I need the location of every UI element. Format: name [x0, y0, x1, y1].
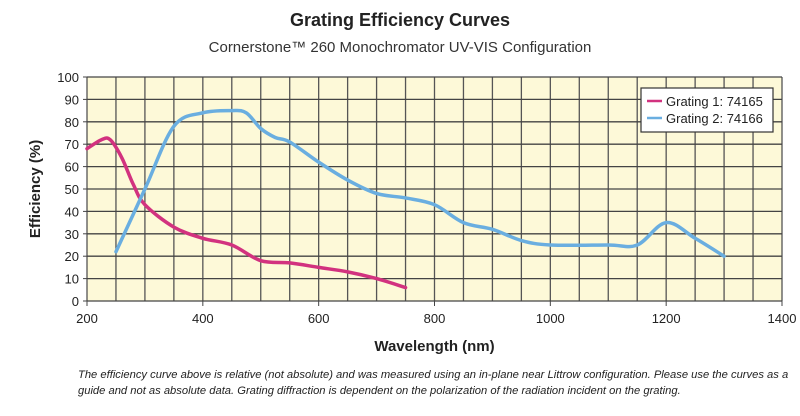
y-tick-label: 50	[65, 182, 79, 197]
y-axis-label: Efficiency (%)	[27, 140, 44, 238]
legend-label-2: Grating 2: 74166	[666, 111, 763, 126]
chart-caption: The efficiency curve above is relative (…	[78, 369, 789, 397]
x-tick-label: 1200	[652, 311, 681, 326]
y-tick-label: 0	[72, 294, 79, 309]
y-tick-label: 30	[65, 227, 79, 242]
series-line-2	[114, 108, 726, 258]
y-tick-label: 70	[65, 137, 79, 152]
x-axis-label: Wavelength (nm)	[374, 338, 494, 355]
x-tick-label: 1000	[536, 311, 565, 326]
y-tick-label: 20	[65, 249, 79, 264]
x-tick-label: 1400	[768, 311, 797, 326]
y-tick-label: 10	[65, 272, 79, 287]
y-tick-label: 100	[57, 70, 79, 85]
series-line-1	[85, 136, 408, 290]
chart-title: Grating Efficiency Curves	[289, 10, 511, 30]
x-tick-label: 400	[192, 311, 214, 326]
y-tick-label: 80	[65, 115, 79, 130]
legend-label-1: Grating 1: 74165	[666, 94, 763, 109]
chart-subtitle: Cornerstone™ 260 Monochromator UV-VIS Co…	[208, 39, 592, 56]
x-tick-label: 600	[308, 311, 330, 326]
y-tick-label: 60	[65, 160, 79, 175]
y-tick-label: 40	[65, 204, 79, 219]
x-tick-label: 800	[424, 311, 446, 326]
y-tick-label: 90	[65, 92, 79, 107]
x-tick-label: 200	[76, 311, 98, 326]
legend	[640, 87, 774, 133]
